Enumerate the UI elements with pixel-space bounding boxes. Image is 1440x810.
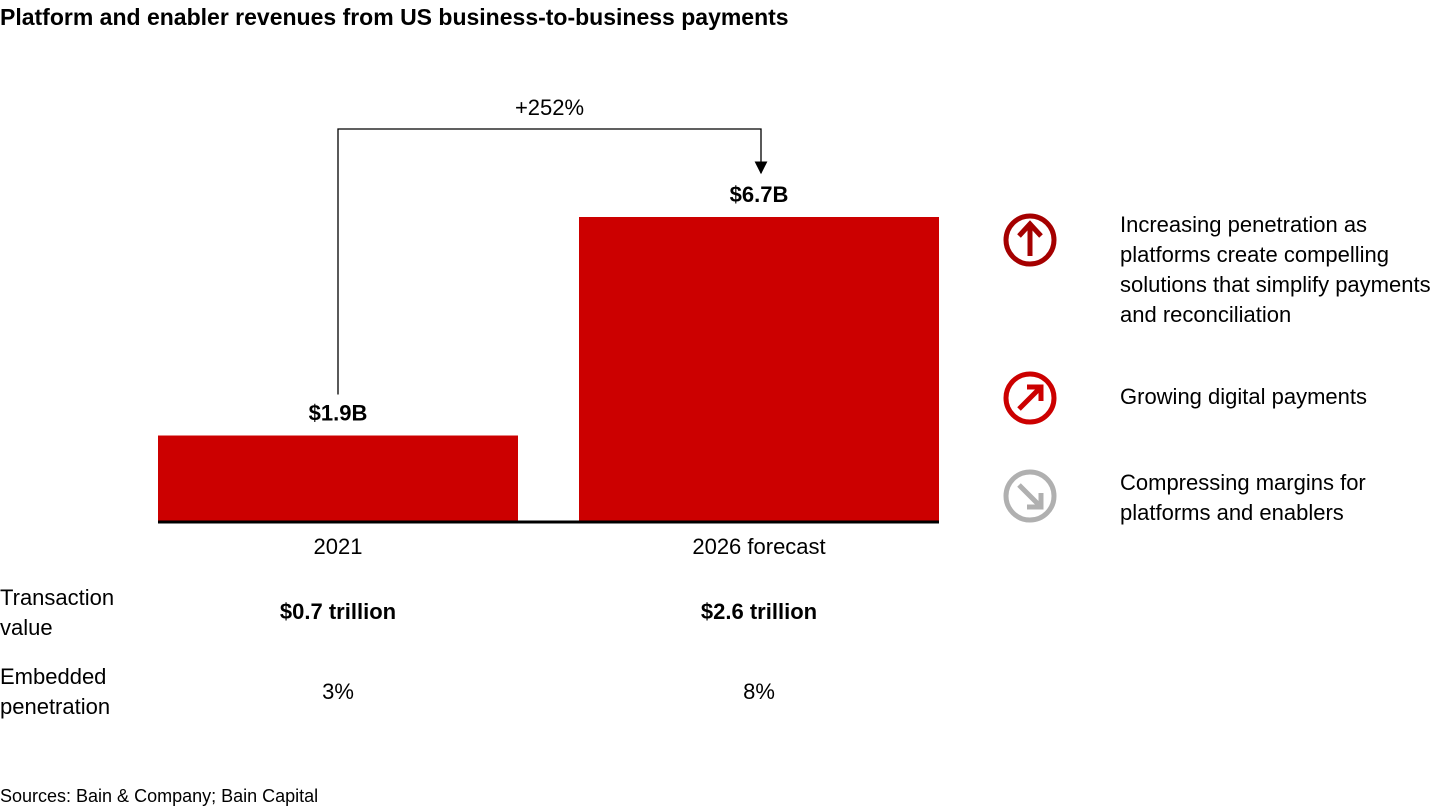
chart-title: Platform and enabler revenues from US bu… — [0, 4, 789, 30]
bar — [158, 435, 518, 522]
value-label: $1.9B — [309, 400, 368, 425]
table-cell: 3% — [322, 679, 354, 704]
growth-annotation: +252% — [515, 95, 584, 120]
x-tick-label: 2026 forecast — [692, 534, 825, 559]
source-note: Sources: Bain & Company; Bain Capital — [0, 786, 319, 806]
icon-down-right — [1003, 469, 1057, 523]
icon-up — [1003, 213, 1057, 267]
driver-text: Increasing penetration as platforms crea… — [1120, 212, 1431, 327]
x-tick-label: 2021 — [314, 534, 363, 559]
value-label: $6.7B — [730, 182, 789, 207]
icon-up-right — [1003, 371, 1057, 425]
table-cell: $2.6 trillion — [700, 599, 818, 624]
row-label: Transaction value — [0, 585, 115, 640]
bar — [579, 217, 939, 522]
row-label: Embedded penetration — [0, 664, 111, 719]
table-cell: $0.7 trillion — [279, 599, 397, 624]
driver-text: Compressing margins for platforms and en… — [1120, 470, 1366, 525]
growth-bracket — [337, 128, 768, 395]
table-cell: 8% — [743, 679, 775, 704]
driver-text: Growing digital payments — [1120, 384, 1368, 409]
